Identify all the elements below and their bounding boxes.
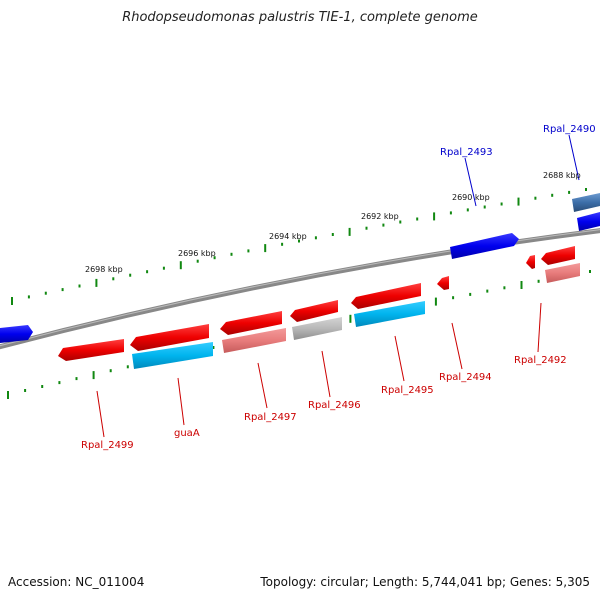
scale-tick-top [78, 284, 81, 288]
map-title: Rhodopseudomonas palustris TIE-1, comple… [122, 10, 478, 25]
scale-tick-top [534, 196, 537, 200]
scale-tick-top [517, 197, 520, 206]
gene-label-rpal-2490[interactable]: Rpal_2490 [543, 124, 596, 135]
gene-arrow-rpal-2495-cds [354, 301, 425, 327]
gene-arrow-rpal-2492-small [526, 255, 535, 269]
scale-tick-top [27, 295, 30, 299]
scale-label-group: 2688 kbp 2690 kbp 2692 kbp 2694 kbp 2696… [85, 171, 581, 274]
scale-tick-bottom [537, 279, 540, 283]
scale-tick-bottom [589, 270, 591, 273]
scale-tick-bottom [452, 296, 455, 300]
topology-summary: Topology: circular; Length: 5,744,041 bp… [260, 575, 590, 589]
scale-label-2694: 2694 kbp [269, 232, 307, 241]
scale-tick-top [382, 223, 385, 227]
scale-label-2696: 2696 kbp [178, 249, 216, 258]
scale-label-2692: 2692 kbp [361, 212, 399, 221]
scale-tick-top [466, 208, 469, 212]
scale-tick-bottom [41, 385, 44, 388]
scale-tick-top [551, 193, 554, 197]
scale-tick-top [449, 211, 452, 215]
gene-arrow-rpal-2493[interactable] [450, 233, 519, 259]
scale-tick-top [179, 261, 182, 270]
gene-arrow-rpal-2492-cds [545, 263, 580, 283]
scale-tick-top [348, 227, 351, 236]
scale-tick-bottom [58, 381, 61, 385]
scale-tick-bottom [126, 365, 129, 369]
scale-tick-top [11, 297, 13, 305]
scale-tick-bottom [75, 377, 78, 381]
scale-tick-top [416, 217, 419, 221]
scale-tick-top [196, 259, 199, 263]
scale-tick-bottom [520, 281, 523, 289]
gene-arrow-rpal-2494[interactable] [437, 276, 449, 290]
scale-label-2698: 2698 kbp [85, 265, 123, 274]
scale-tick-bottom [7, 391, 9, 399]
gene-arrow-guaa[interactable] [130, 324, 209, 351]
gene-arrow-rpal-2495[interactable] [351, 283, 421, 309]
scale-tick-top [331, 233, 334, 236]
gene-arrow-forward[interactable] [0, 325, 33, 343]
scale-tick-top [298, 239, 300, 243]
scale-tick-bottom [212, 346, 215, 349]
scale-tick-top [129, 273, 132, 277]
scale-tick-bottom [24, 389, 27, 392]
scale-tick-top [281, 242, 284, 246]
gene-label-rpal-2495[interactable]: Rpal_2495 [381, 385, 434, 396]
scale-tick-top [433, 212, 436, 221]
scale-label-2688: 2688 kbp [543, 171, 581, 180]
scale-tick-bottom [486, 289, 489, 293]
gene-label-rpal-2499[interactable]: Rpal_2499 [81, 440, 134, 451]
scale-tick-top [585, 188, 587, 191]
scale-tick-top [61, 288, 64, 292]
scale-tick-bottom [92, 371, 95, 380]
gene-arrow-rpal-2492[interactable] [541, 246, 575, 265]
gene-arrow-rpal-2490[interactable] [577, 212, 600, 231]
scale-tick-top [44, 291, 47, 295]
scale-tick-top [314, 236, 317, 240]
scale-tick-bottom [469, 292, 472, 296]
scale-tick-bottom [349, 314, 352, 323]
forward-genes [0, 193, 600, 343]
gene-label-rpal-2494[interactable]: Rpal_2494 [439, 372, 492, 383]
gene-label-guaa[interactable]: guaA [174, 428, 200, 439]
gene-arrow-rpal-2497-cds [222, 328, 286, 353]
scale-tick-top [146, 270, 149, 274]
scale-tick-top [483, 205, 486, 209]
scale-tick-bottom [434, 297, 437, 306]
gene-labels: Rpal_2490 Rpal_2493 Rpal_2492 Rpal_2494 … [81, 124, 596, 451]
genome-backbone [0, 228, 600, 350]
gene-arrow-rpal-2496-cds [292, 317, 342, 340]
scale-tick-top [213, 256, 216, 260]
scale-tick-bottom [109, 369, 112, 373]
scale-tick-top [568, 190, 571, 194]
scale-tick-bottom [503, 286, 506, 290]
scale-tick-top [247, 249, 250, 253]
scale-tick-top [264, 244, 267, 253]
gene-label-rpal-2496[interactable]: Rpal_2496 [308, 400, 361, 411]
gene-label-rpal-2492[interactable]: Rpal_2492 [514, 355, 567, 366]
gene-arrow-rpal-2490-cds [572, 193, 600, 212]
scale-label-2690: 2690 kbp [452, 193, 490, 202]
accession-text: Accession: NC_011004 [8, 575, 145, 589]
scale-tick-top [95, 278, 98, 287]
scale-tick-top [162, 266, 165, 270]
scale-tick-top [112, 277, 115, 281]
scale-tick-top [500, 202, 503, 206]
scale-tick-top [365, 226, 368, 230]
gene-label-rpal-2493[interactable]: Rpal_2493 [440, 147, 493, 158]
scale-tick-top [399, 220, 402, 224]
gene-arrow-guaa-cds [132, 342, 213, 369]
gene-label-rpal-2497[interactable]: Rpal_2497 [244, 412, 297, 423]
forward-strand-tick-row [11, 188, 587, 305]
gene-arrow-rpal-2499[interactable] [58, 339, 124, 361]
gene-arrow-rpal-2496[interactable] [290, 300, 338, 322]
gene-arrow-rpal-2497[interactable] [220, 311, 282, 335]
reverse-genes [58, 246, 580, 369]
scale-tick-top [230, 252, 233, 256]
label-leader-lines [96, 134, 580, 438]
